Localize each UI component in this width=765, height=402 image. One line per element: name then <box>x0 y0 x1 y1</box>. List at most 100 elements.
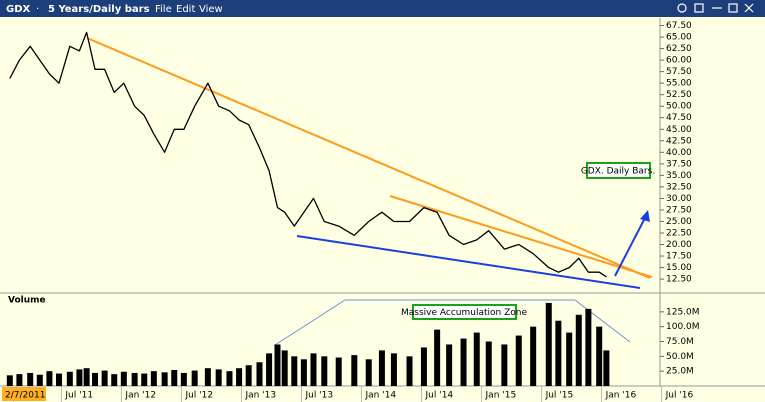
volume-bar <box>378 350 385 386</box>
y-tick-label: 27.50 <box>666 205 692 215</box>
volume-bar <box>256 362 263 386</box>
window-controls[interactable] <box>677 3 754 13</box>
volume-bar <box>83 368 90 386</box>
y-tick-label: 42.50 <box>666 136 692 146</box>
volume-bar <box>215 369 222 386</box>
volume-bar <box>321 356 328 386</box>
y-tick-label: 75.0M <box>666 337 694 347</box>
y-tick-label: 40.00 <box>666 148 692 158</box>
menu-view[interactable]: View <box>199 4 223 15</box>
y-tick-label: 100.0M <box>666 322 700 332</box>
volume-bar <box>101 370 108 386</box>
volume-bar <box>485 341 492 386</box>
x-tick-label: Jul '15 <box>545 391 574 401</box>
x-tick-label: Jul '13 <box>304 391 333 401</box>
volume-bar <box>545 302 552 386</box>
y-tick-label: 55.00 <box>666 79 692 89</box>
volume-bar <box>161 372 168 386</box>
x-tick-label: Jan '13 <box>244 391 276 401</box>
title-bar <box>0 0 765 17</box>
x-tick-label: Jul '16 <box>665 391 694 401</box>
y-tick-label: 52.50 <box>666 90 692 100</box>
volume-bar <box>300 359 307 386</box>
volume-bar <box>6 375 13 386</box>
y-tick-label: 37.50 <box>666 159 692 169</box>
y-tick-label: 60.00 <box>666 56 692 66</box>
y-tick-label: 125.0M <box>666 307 700 317</box>
y-tick-label: 25.0M <box>666 367 694 377</box>
volume-bar <box>473 332 480 386</box>
annotation: Massive Accumulation Zone <box>401 308 527 318</box>
y-tick-label: 15.00 <box>666 263 692 273</box>
volume-bar <box>406 356 413 386</box>
timeframe[interactable]: 5 Years/Daily bars <box>48 4 150 15</box>
volume-bar <box>575 314 582 386</box>
volume-bar <box>585 308 592 386</box>
y-tick-label: 17.50 <box>666 252 692 262</box>
y-tick-label: 25.00 <box>666 217 692 227</box>
volume-bar <box>460 338 467 386</box>
volume-bar <box>236 368 243 386</box>
volume-bar <box>515 335 522 386</box>
x-tick-label: Jan '15 <box>485 391 517 401</box>
volume-bar <box>351 355 358 386</box>
volume-bar <box>36 374 43 386</box>
volume-bar <box>596 326 603 386</box>
volume-bar <box>566 332 573 386</box>
y-tick-label: 62.50 <box>666 44 692 54</box>
y-tick-label: 20.00 <box>666 240 692 250</box>
annotation-box <box>412 304 517 320</box>
volume-bar <box>141 373 148 386</box>
volume-bar <box>120 371 127 386</box>
y-tick-label: 35.00 <box>666 171 692 181</box>
volume-bar <box>335 357 342 386</box>
volume-bar <box>226 371 233 386</box>
volume-bar <box>27 372 34 386</box>
volume-bar <box>365 359 372 386</box>
volume-bar <box>310 353 317 386</box>
volume-bar <box>191 370 198 386</box>
volume-bar <box>245 365 252 386</box>
symbol: GDX <box>6 4 31 15</box>
x-tick-label: 2/7/2011 <box>5 391 45 401</box>
x-tick-label: Jan '12 <box>124 391 156 401</box>
volume-bar <box>291 356 298 386</box>
y-tick-label: 50.00 <box>666 102 692 112</box>
y-tick-label: 32.50 <box>666 182 692 192</box>
price-line <box>9 31 607 278</box>
volume-bar <box>92 372 99 386</box>
volume-bar <box>274 344 281 386</box>
volume-bar <box>446 344 453 386</box>
volume-bar <box>281 350 288 386</box>
volume-bar <box>150 371 157 386</box>
volume-bar <box>180 372 187 386</box>
menu-edit[interactable]: Edit <box>176 4 195 15</box>
y-tick-label: 65.00 <box>666 33 692 43</box>
panel-title: Volume <box>8 296 46 306</box>
y-tick-label: 30.00 <box>666 194 692 204</box>
volume-bar <box>131 372 138 386</box>
annotation-box <box>586 162 651 179</box>
menu-file[interactable]: File <box>155 4 172 15</box>
volume-bar <box>501 344 508 386</box>
volume-bar <box>46 371 53 386</box>
y-tick-label: 50.0M <box>666 352 694 362</box>
x-tick-label: Jul '14 <box>425 391 454 401</box>
y-tick-label: 12.50 <box>666 275 692 285</box>
volume-bar <box>420 347 427 386</box>
trend-lines <box>86 37 653 346</box>
x-tick-label: Jul '12 <box>184 391 213 401</box>
y-tick-label: 67.50 <box>666 21 692 31</box>
volume-bar <box>76 369 83 386</box>
y-tick-label: 22.50 <box>666 228 692 238</box>
separator: · <box>36 4 39 15</box>
volume-bar <box>266 353 273 386</box>
volume-bar <box>56 373 63 386</box>
y-tick-label: 57.50 <box>666 67 692 77</box>
x-tick-label: Jul '11 <box>64 391 93 401</box>
volume-bar <box>171 369 178 386</box>
volume-bar <box>66 371 73 386</box>
x-tick-label: Jan '14 <box>365 391 397 401</box>
